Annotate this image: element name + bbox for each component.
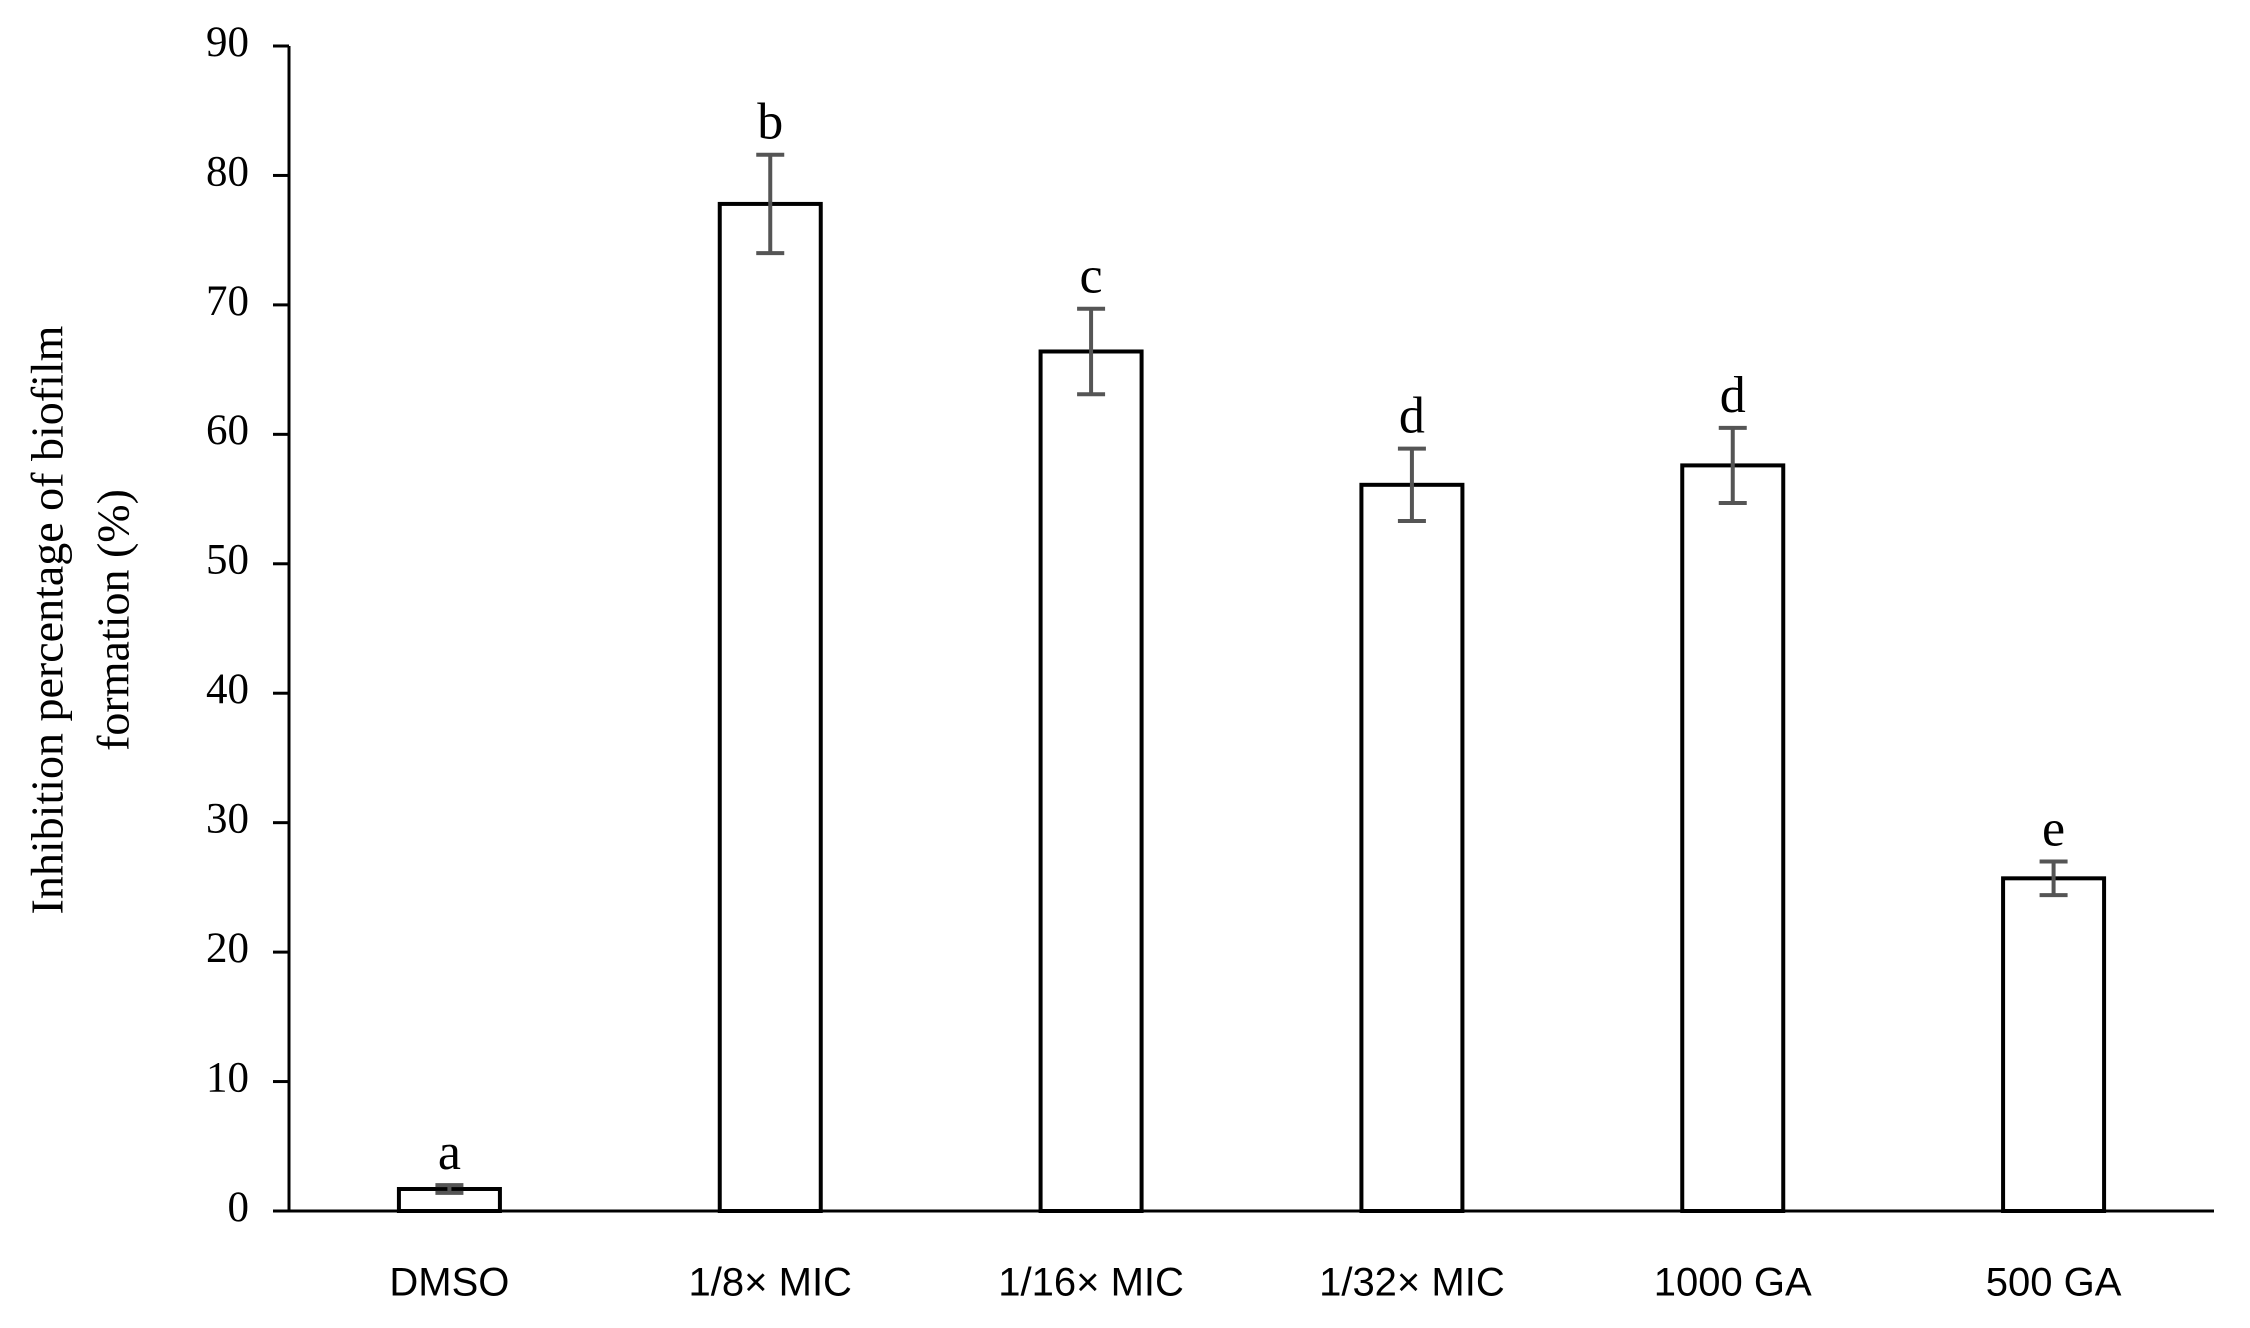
annotation: b bbox=[757, 94, 783, 151]
y-tick-label: 90 bbox=[206, 19, 249, 66]
y-tick-label: 50 bbox=[206, 537, 249, 584]
bar bbox=[1680, 463, 1786, 1213]
x-tick-label: 1000 GA bbox=[1654, 1261, 1812, 1305]
bar bbox=[1359, 482, 1465, 1214]
y-tick-label: 40 bbox=[206, 666, 249, 713]
error-bar bbox=[756, 152, 785, 256]
x-tick-label: 1/16× MIC bbox=[998, 1261, 1184, 1305]
y-tick-label: 20 bbox=[206, 925, 249, 972]
y-tick-label: 60 bbox=[206, 407, 249, 454]
error-bar bbox=[1077, 306, 1106, 397]
x-tick-label: 1/8× MIC bbox=[689, 1261, 852, 1305]
bar bbox=[1038, 349, 1144, 1213]
y-tick-label: 0 bbox=[228, 1184, 250, 1231]
y-tick-label: 10 bbox=[206, 1054, 249, 1101]
y-tick-label: 30 bbox=[206, 796, 249, 843]
annotation: a bbox=[438, 1124, 461, 1181]
bar bbox=[2001, 876, 2107, 1213]
annotation: d bbox=[1399, 388, 1425, 445]
x-tick-label: DMSO bbox=[389, 1261, 509, 1305]
error-bar bbox=[1397, 446, 1426, 524]
y-axis-label: formation (%) bbox=[88, 489, 139, 751]
y-axis-label: Inhibition percentage of biofilm bbox=[22, 325, 73, 914]
error-bar bbox=[2039, 859, 2068, 898]
bar bbox=[717, 201, 823, 1213]
error-bar bbox=[435, 1183, 464, 1195]
annotation: e bbox=[2042, 800, 2065, 857]
x-tick-label: 500 GA bbox=[1986, 1261, 2122, 1305]
y-tick-label: 80 bbox=[206, 148, 249, 195]
annotation: c bbox=[1080, 248, 1103, 305]
x-tick-label: 1/32× MIC bbox=[1319, 1261, 1505, 1305]
y-tick-label: 70 bbox=[206, 278, 249, 325]
annotation: d bbox=[1720, 367, 1746, 424]
error-bar bbox=[1718, 425, 1747, 505]
